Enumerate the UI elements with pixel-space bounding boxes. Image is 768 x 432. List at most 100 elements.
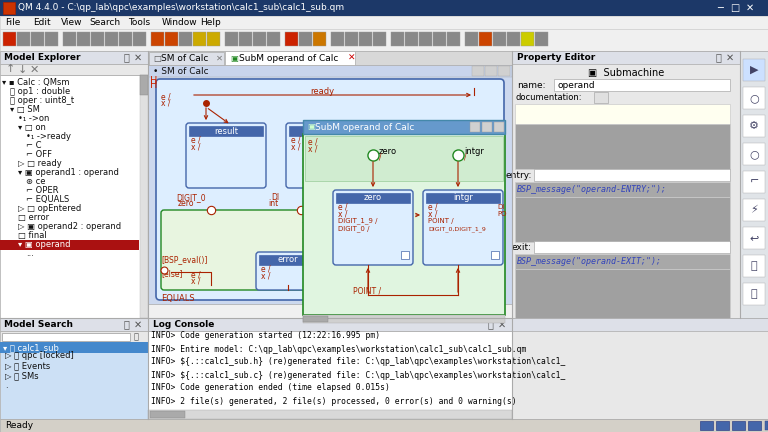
- Bar: [512, 51, 740, 318]
- Text: [else]: [else]: [161, 270, 183, 279]
- Text: x /: x /: [308, 144, 317, 153]
- Bar: [743, 255, 765, 277]
- Bar: [743, 227, 765, 249]
- Text: POINT /: POINT /: [353, 286, 381, 295]
- Bar: [148, 65, 512, 304]
- Bar: [740, 51, 768, 318]
- Bar: [594, 92, 608, 103]
- Bar: [515, 269, 730, 319]
- Bar: [491, 251, 499, 259]
- Text: Edit: Edit: [33, 18, 51, 27]
- Bar: [512, 318, 768, 331]
- Bar: [303, 315, 505, 323]
- Text: ▷ ▣ operand2 : operand: ▷ ▣ operand2 : operand: [18, 222, 121, 231]
- Text: ─: ─: [717, 3, 723, 13]
- Text: 🔑 op1 : double: 🔑 op1 : double: [10, 87, 70, 96]
- Bar: [515, 182, 730, 197]
- Bar: [534, 169, 730, 181]
- Text: ▣: ▣: [307, 123, 315, 131]
- Text: INFO> Code generation started (12:22:16.995 pm): INFO> Code generation started (12:22:16.…: [151, 331, 380, 340]
- Text: Property Editor: Property Editor: [517, 53, 595, 62]
- Text: □: □: [153, 54, 161, 63]
- Bar: [470, 122, 480, 132]
- Text: x /: x /: [161, 98, 170, 108]
- Bar: [239, 32, 252, 46]
- Text: ▷ □ ready: ▷ □ ready: [18, 159, 61, 168]
- Text: documentation:: documentation:: [515, 92, 581, 102]
- Bar: [743, 199, 765, 221]
- Bar: [193, 32, 206, 46]
- Bar: [17, 32, 30, 46]
- Text: ꟷ: ꟷ: [123, 53, 129, 63]
- Bar: [700, 421, 713, 430]
- Bar: [105, 32, 118, 46]
- Bar: [482, 122, 492, 132]
- Bar: [336, 193, 410, 203]
- Bar: [2, 333, 130, 340]
- Bar: [554, 79, 730, 91]
- Text: x /: x /: [191, 276, 200, 286]
- Text: DIGIT_1_9 /: DIGIT_1_9 /: [338, 218, 378, 224]
- Bar: [189, 126, 263, 136]
- Text: ✕: ✕: [726, 53, 734, 63]
- Bar: [426, 193, 500, 203]
- Text: error: error: [278, 255, 298, 264]
- Text: ...: ...: [26, 249, 34, 258]
- Text: □: □: [730, 3, 740, 13]
- Text: H: H: [150, 80, 157, 90]
- Text: result: result: [214, 127, 238, 136]
- Text: Ready: Ready: [5, 421, 33, 430]
- Text: ▶: ▶: [750, 65, 758, 75]
- Bar: [0, 29, 768, 51]
- Text: ▷ 📁 Events: ▷ 📁 Events: [5, 362, 50, 371]
- Text: e /: e /: [428, 203, 438, 212]
- Bar: [0, 318, 148, 331]
- Bar: [472, 66, 484, 76]
- Text: □ final: □ final: [18, 231, 47, 240]
- Text: 🔍: 🔍: [134, 332, 138, 341]
- FancyBboxPatch shape: [186, 123, 266, 188]
- Bar: [0, 419, 768, 432]
- Text: ready: ready: [310, 88, 334, 96]
- Text: ꟷ: ꟷ: [715, 53, 721, 63]
- Bar: [148, 51, 512, 65]
- Text: ▣  Submachine: ▣ Submachine: [588, 68, 664, 78]
- Bar: [165, 32, 178, 46]
- Bar: [179, 32, 192, 46]
- Text: INFO> 2 file(s) generated, 2 file(s) processed, 0 error(s) and 0 warning(s): INFO> 2 file(s) generated, 2 file(s) pro…: [151, 397, 517, 406]
- Text: SubM operand of Calc: SubM operand of Calc: [315, 123, 415, 131]
- Text: e /: e /: [261, 264, 270, 273]
- Text: ↓: ↓: [18, 64, 28, 74]
- Bar: [716, 421, 729, 430]
- Text: SM of Calc: SM of Calc: [161, 54, 208, 63]
- Bar: [3, 32, 16, 46]
- FancyBboxPatch shape: [286, 123, 346, 188]
- Text: ⚡: ⚡: [750, 205, 758, 215]
- Bar: [534, 241, 730, 253]
- Bar: [303, 134, 505, 315]
- Text: SubM operand of Calc: SubM operand of Calc: [239, 54, 339, 63]
- Text: name:: name:: [517, 80, 545, 89]
- Text: •₁ ->on: •₁ ->on: [18, 114, 49, 123]
- Bar: [3, 2, 15, 14]
- Text: ↩: ↩: [750, 233, 759, 243]
- Text: □ error: □ error: [18, 213, 49, 222]
- FancyBboxPatch shape: [333, 190, 413, 265]
- Text: /: /: [379, 152, 382, 162]
- Text: ▷ 📁 SMs: ▷ 📁 SMs: [5, 372, 38, 381]
- Text: ꟷ: ꟷ: [487, 320, 493, 330]
- Bar: [151, 32, 164, 46]
- Bar: [743, 59, 765, 81]
- Bar: [0, 342, 148, 419]
- Text: ▾ □ SM: ▾ □ SM: [10, 105, 40, 114]
- Text: ↑: ↑: [6, 64, 15, 74]
- Bar: [31, 32, 44, 46]
- FancyBboxPatch shape: [161, 210, 499, 290]
- Text: BSP_message("operand-EXIT;");: BSP_message("operand-EXIT;");: [517, 257, 662, 266]
- Bar: [303, 120, 505, 134]
- Bar: [515, 104, 730, 124]
- Text: entry:: entry:: [505, 171, 532, 180]
- Bar: [207, 32, 220, 46]
- Text: ⌐ OPER: ⌐ OPER: [26, 186, 58, 195]
- Bar: [512, 51, 740, 64]
